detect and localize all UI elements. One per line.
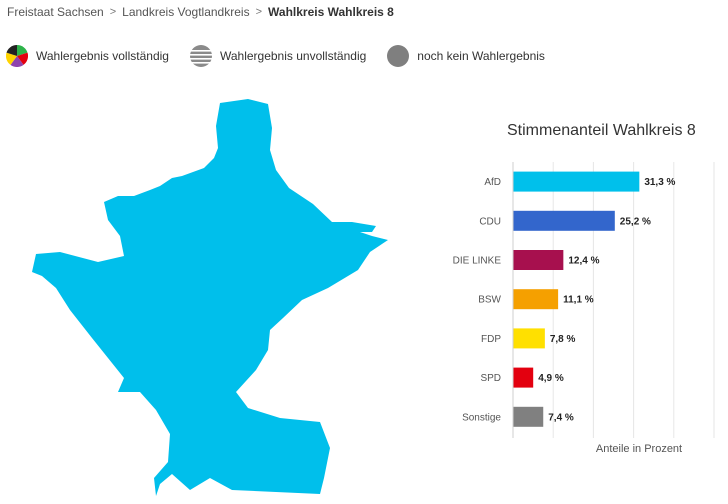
no-result-icon — [387, 45, 410, 67]
category-label: BSW — [478, 295, 501, 306]
vote-share-bar-chart: AfD 31,3 % CDU 25,2 % DIE LINKE 12,4 % BSW 11,1… — [453, 162, 715, 455]
category-label: Sonstige — [462, 412, 501, 423]
bar-bsw — [513, 289, 559, 310]
complete-result-icon — [6, 45, 28, 67]
category-label: AfD — [484, 177, 501, 188]
data-label: 11,1 % — [563, 295, 594, 306]
breadcrumb-separator: > — [109, 6, 117, 18]
chart-title: Stimmenanteil Wahlkreis 8 — [507, 122, 696, 139]
breadcrumb-item-current: Wahlkreis Wahlkreis 8 — [268, 5, 394, 19]
data-label: 7,4 % — [548, 412, 574, 423]
bar-sonstige — [513, 406, 544, 427]
category-label: CDU — [479, 216, 501, 227]
legend-item-none: noch kein Wahlergebnis — [387, 45, 545, 67]
x-axis-label: Anteile in Prozent — [596, 443, 682, 455]
data-label: 4,9 % — [538, 373, 564, 384]
category-label: FDP — [481, 334, 501, 345]
legend-label-none: noch kein Wahlergebnis — [417, 49, 545, 63]
constituency-area-wahlkreis-8[interactable] — [32, 99, 388, 496]
incomplete-result-icon — [189, 45, 212, 67]
bar-spd — [513, 367, 534, 388]
breadcrumb-separator: > — [255, 6, 263, 18]
data-label: 25,2 % — [620, 216, 651, 227]
bar-cdu — [513, 210, 615, 231]
legend-label-incomplete: Wahlergebnis unvollständig — [219, 49, 367, 63]
breadcrumb: Freistaat Sachsen > Landkreis Vogtlandkr… — [7, 3, 394, 21]
breadcrumb-item-vogtlandkreis[interactable]: Landkreis Vogtlandkreis — [122, 5, 250, 19]
result-status-legend: Wahlergebnis vollständig Wahlergebnis un… — [6, 45, 566, 67]
legend-label-complete: Wahlergebnis vollständig — [36, 49, 169, 63]
bar-fdp — [513, 328, 545, 349]
data-label: 7,8 % — [550, 334, 576, 345]
data-label: 12,4 % — [568, 256, 599, 267]
legend-item-complete: Wahlergebnis vollständig — [6, 45, 169, 67]
data-label: 31,3 % — [644, 177, 675, 188]
category-label: SPD — [480, 373, 501, 384]
vote-share-chart: Stimmenanteil Wahlkreis 8 AfD 31,3 % CDU 25… — [400, 110, 728, 490]
bar-afd — [513, 171, 640, 192]
legend-item-incomplete: Wahlergebnis unvollständig — [189, 45, 367, 67]
category-label: DIE LINKE — [453, 256, 502, 267]
breadcrumb-item-sachsen[interactable]: Freistaat Sachsen — [7, 5, 104, 19]
constituency-map — [32, 99, 388, 496]
bar-die-linke — [513, 250, 564, 270]
